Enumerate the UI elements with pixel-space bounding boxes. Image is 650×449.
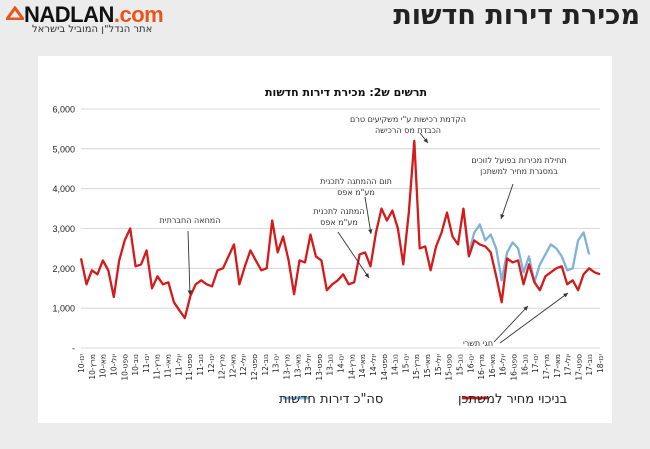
annotation-arrow-social-protest-head xyxy=(187,290,193,295)
x-tick-label: ספט-17 xyxy=(574,354,583,381)
x-tick-label: נוב-17 xyxy=(585,354,594,376)
x-tick-label: מרץ-17 xyxy=(542,354,551,380)
x-tick-label: נוב-12 xyxy=(261,354,270,376)
x-tick-label: ספט-12 xyxy=(250,354,259,381)
x-tick-label: יולי-17 xyxy=(564,354,573,376)
x-tick-label: ינו-11 xyxy=(142,354,151,373)
x-tick-label: מרץ-14 xyxy=(347,354,356,380)
annotation-zero-vat-end: תום ההמתנה לתכנית xyxy=(320,177,392,186)
x-tick-label: ספט-15 xyxy=(445,354,454,381)
y-tick-label: - xyxy=(72,344,75,354)
logo-tagline: אתר הנדל"ן המוביל בישראל xyxy=(32,24,153,35)
x-tick-label: מאי-10 xyxy=(99,354,108,378)
annotation-investors: הכבדת מס הרכישה xyxy=(375,126,441,135)
x-tick-label: ינו-12 xyxy=(207,354,216,373)
x-tick-label: נוב-13 xyxy=(326,354,335,376)
x-tick-label: מאי-15 xyxy=(423,354,432,378)
x-tick-label: מרץ-12 xyxy=(218,354,227,380)
x-tick-label: ינו-15 xyxy=(401,354,410,373)
annotation-arrow-social-protest xyxy=(187,230,191,296)
x-tick-label: מאי-17 xyxy=(553,354,562,378)
x-tick-label: יולי-16 xyxy=(499,354,508,376)
x-tick-label: יולי-14 xyxy=(369,354,378,376)
chart-card: תרשים ש2: מכירת דירות חדשות - 1,000 2,000 3… xyxy=(38,56,612,423)
x-tick-label: יולי-11 xyxy=(174,354,183,376)
series-line-total xyxy=(462,208,591,284)
x-tick-label: נוב-11 xyxy=(196,354,205,376)
annotation-zero-vat-end: מע"מ אפס xyxy=(337,188,375,197)
annotation-arrow-price-for-occupant xyxy=(500,183,514,220)
annotation-price-for-occupant: במסגרת מחיר למשתכן xyxy=(480,167,558,176)
annotation-arrow-tishrei-1-head xyxy=(523,306,528,311)
x-tick-label: מאי-14 xyxy=(358,354,367,378)
annotation-arrow-tishrei-2-head xyxy=(563,293,568,298)
y-tick-label: 3,000 xyxy=(52,224,75,234)
y-tick-label: 6,000 xyxy=(52,105,75,115)
y-tick-label: 2,000 xyxy=(52,264,75,274)
x-tick-label: מאי-16 xyxy=(488,354,497,378)
x-tick-label: ינו-14 xyxy=(337,354,346,373)
y-tick-label: 1,000 xyxy=(52,304,75,314)
annotation-arrow-zero-vat-end xyxy=(364,196,372,235)
annotation-arrow-price-for-occupant-head xyxy=(500,214,505,219)
chart-title: תרשים ש2: מכירת דירות חדשות xyxy=(265,86,427,99)
x-tick-label: מרץ-15 xyxy=(412,354,421,380)
logo-main-text: NADLAN xyxy=(24,2,114,27)
x-tick-label: יולי-13 xyxy=(304,354,313,376)
logo-wordmark: NADLAN.com xyxy=(24,2,164,28)
x-tick-label: מאי-13 xyxy=(293,354,302,378)
legend-label-net: בניכוי מחיר למשתכן xyxy=(458,392,567,407)
annotation-investors: הקדמת רכישות ע"י משקיעים טרם xyxy=(350,115,466,124)
annotation-arrow-zero-vat-wait-head xyxy=(364,273,369,278)
annotation-zero-vat-wait: מע"מ אפס xyxy=(320,218,358,227)
legend-label-total: סה"כ דירות חדשות xyxy=(279,392,383,407)
x-tick-label: יולי-12 xyxy=(239,354,248,376)
annotation-arrow-zero-vat-end-head xyxy=(368,229,373,234)
x-tick-label: מאי-11 xyxy=(164,354,173,378)
x-tick-label: נוב-14 xyxy=(391,354,400,376)
house-roof-icon xyxy=(6,6,24,20)
x-tick-label: ספט-13 xyxy=(315,354,324,381)
x-tick-label: מרץ-13 xyxy=(282,354,291,380)
x-tick-label: מרץ-10 xyxy=(88,354,97,380)
x-tick-label: מרץ-11 xyxy=(153,354,162,380)
x-tick-label: ספט-11 xyxy=(185,354,194,381)
x-tick-label: ספט-14 xyxy=(380,354,389,381)
x-tick-label: נוב-16 xyxy=(520,354,529,376)
x-tick-label: ינו-18 xyxy=(596,354,605,373)
x-tick-label: נוב-10 xyxy=(131,354,140,376)
page-title: מכירת דירות חדשות xyxy=(393,0,640,31)
annotation-tishrei-holidays: חגי תשרי xyxy=(463,339,493,348)
x-tick-label: יולי-15 xyxy=(434,354,443,376)
x-tick-label: נוב-15 xyxy=(455,354,464,376)
annotation-zero-vat-wait: המתנה לתכנית xyxy=(313,207,364,216)
line-chart: תרשים ש2: מכירת דירות חדשות - 1,000 2,000 3… xyxy=(52,86,605,407)
y-tick-label: 4,000 xyxy=(52,184,75,194)
x-tick-label: מרץ-16 xyxy=(477,354,486,380)
annotation-social-protest: המחאה החברתית xyxy=(160,216,221,225)
x-tick-label: ספט-16 xyxy=(510,354,519,381)
series-line-net xyxy=(79,139,601,320)
y-tick-label: 5,000 xyxy=(52,144,75,154)
x-tick-label: מאי-12 xyxy=(228,354,237,378)
annotation-price-for-occupant: תחילת מכירות בפועל לזוכים xyxy=(471,156,566,165)
x-tick-label: ינו-17 xyxy=(531,354,540,373)
x-tick-label: יולי-10 xyxy=(109,354,118,376)
x-tick-label: ינו-13 xyxy=(272,354,281,373)
annotation-arrow-tishrei-2 xyxy=(499,292,569,344)
logo[interactable]: NADLAN.com אתר הנדל"ן המוביל בישראל xyxy=(6,2,206,42)
logo-suffix: .com xyxy=(113,2,164,27)
x-tick-label: ינו-10 xyxy=(77,354,86,373)
x-tick-label: ינו-16 xyxy=(466,354,475,373)
annotation-arrow-tishrei-1 xyxy=(493,305,529,343)
x-tick-label: ספט-10 xyxy=(120,354,129,381)
annotation-arrow-zero-vat-wait xyxy=(337,231,370,279)
annotation-arrow-investors-head xyxy=(423,138,428,143)
